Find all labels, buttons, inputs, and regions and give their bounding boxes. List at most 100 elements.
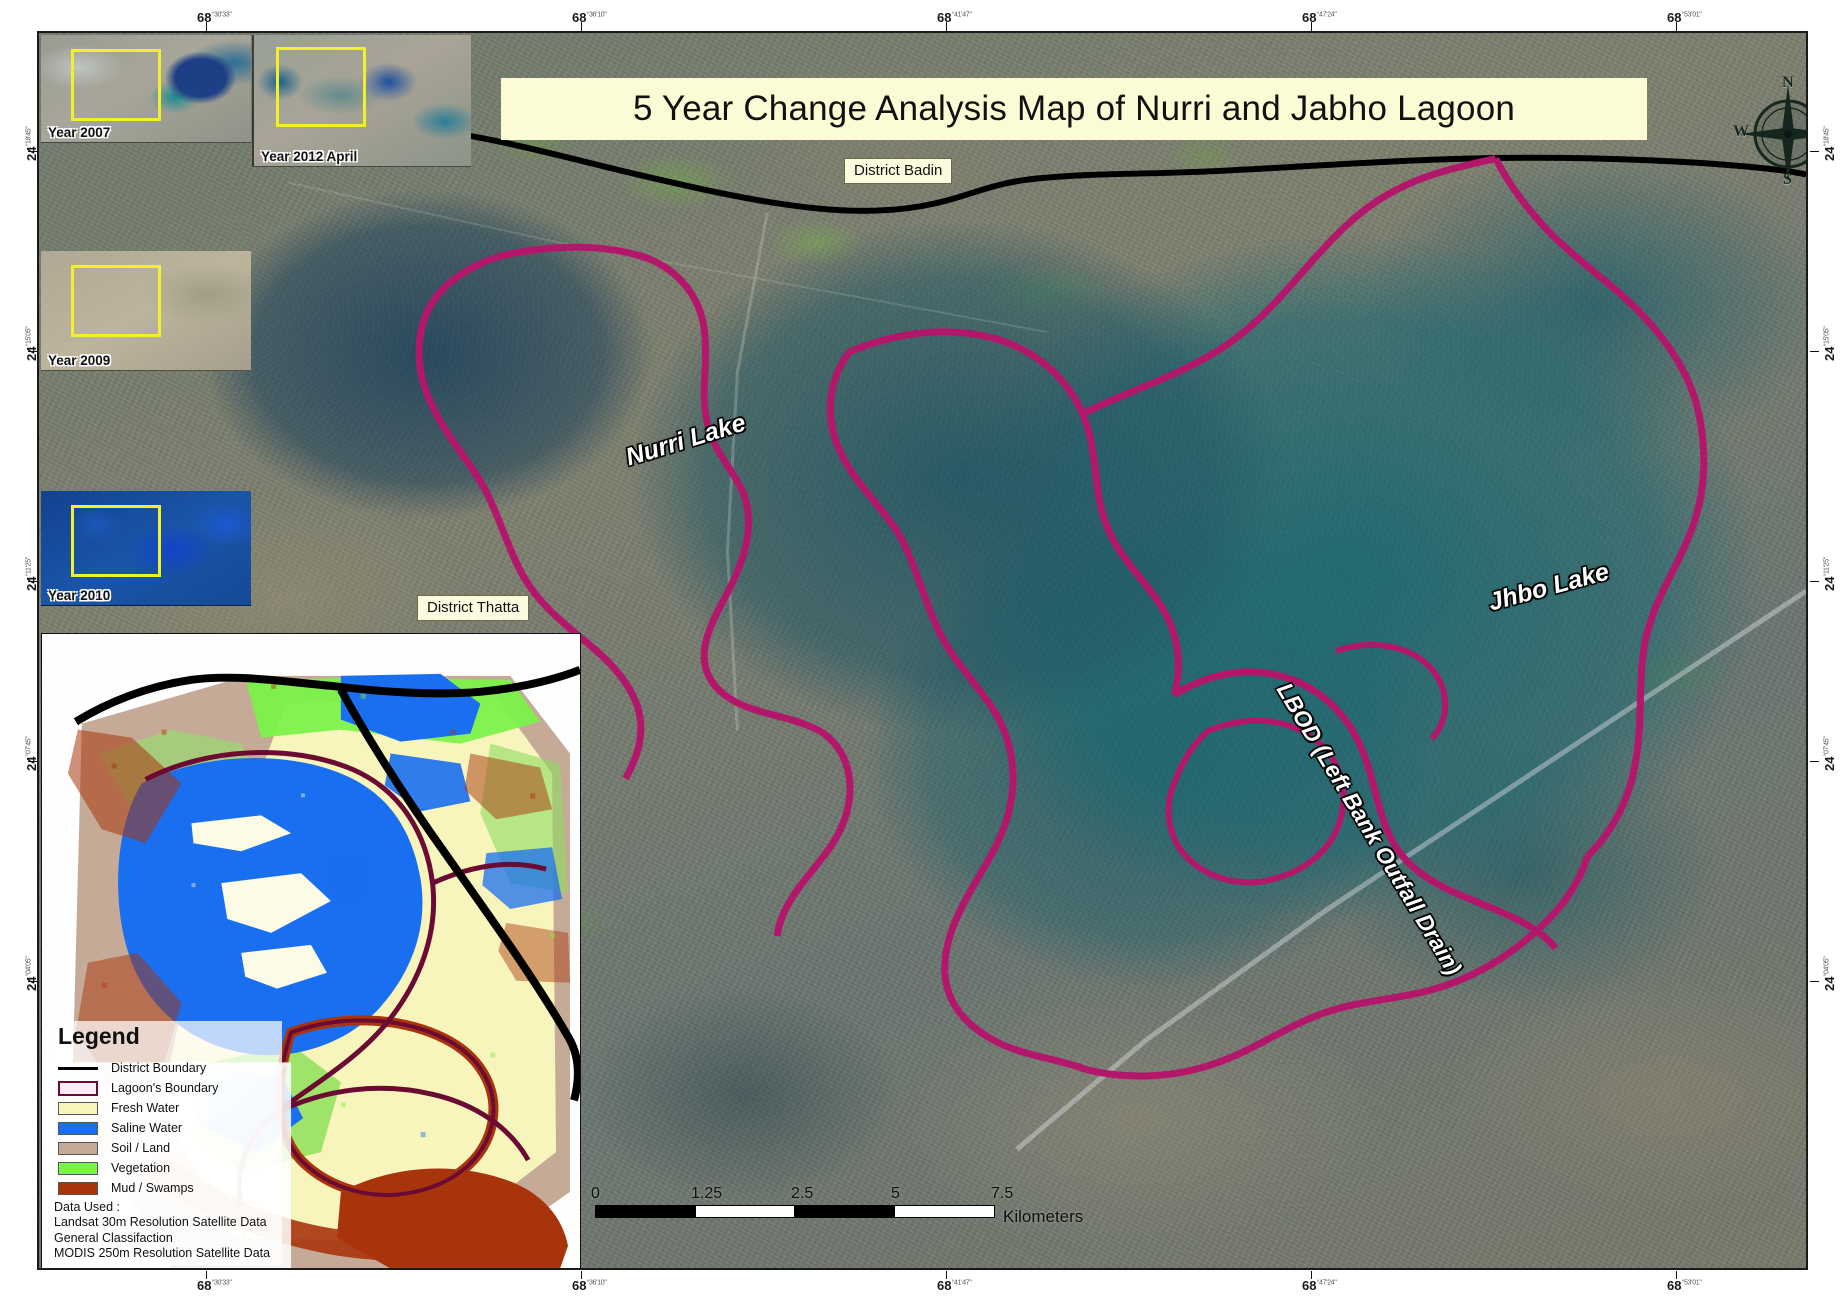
graticule-label-right-0: 24°18'45" [1822, 126, 1837, 161]
lagoon-boundary-nurri [415, 243, 854, 937]
year-thumbnail-2010[interactable]: Year 2010 [41, 491, 251, 606]
vector-overlay-layer [288, 127, 1806, 1152]
legend-label-5: Vegetation [111, 1161, 171, 1175]
inset-mud-patch-2 [498, 922, 571, 983]
legend-data-source: Data Used : Landsat 30m Resolution Satell… [54, 1200, 278, 1261]
inset-mud-patch-1 [464, 753, 553, 820]
graticule-label-bottom-3: 68°47'24" [1302, 1278, 1337, 1293]
legend-source-line-3: MODIS 250m Resolution Satellite Data [54, 1245, 271, 1260]
graticule-tick-right-3 [1810, 761, 1819, 762]
legend-panel: Legend District Boundary Lagoon's Boundar… [50, 1021, 282, 1265]
road-line-2 [288, 181, 1047, 334]
year-thumbnail-label: Year 2009 [48, 353, 111, 368]
lbod-canal-line [1015, 589, 1806, 1152]
legend-source-line-2: General Classifaction [54, 1230, 173, 1245]
aoi-highlight-box [71, 49, 161, 121]
legend-label-4: Soil / Land [111, 1141, 171, 1155]
inset-saline-water-patch-2 [318, 847, 377, 907]
compass-north-label: N [1782, 74, 1794, 91]
lagoon-boundary-internal-1 [1165, 717, 1347, 886]
graticule-tick-left-3 [28, 761, 37, 762]
legend-item-1: Lagoon's Boundary [54, 1079, 278, 1097]
graticule-label-right-2: 24°11'25" [1822, 556, 1837, 591]
year-thumbnail-label: Year 2010 [48, 588, 111, 603]
inset-mud-ribbon [145, 1152, 519, 1261]
year-thumbnail-2012-april[interactable]: Year 2012 April [252, 35, 471, 167]
legend-swatch-1 [58, 1080, 98, 1096]
legend-swatch-4 [58, 1141, 98, 1155]
graticule-tick-left-0 [28, 151, 37, 152]
graticule-tick-top-3 [1311, 22, 1312, 31]
graticule-tick-left-1 [28, 351, 37, 352]
legend-item-4: Soil / Land [54, 1139, 278, 1157]
scale-bar-tick-4: 7.5 [991, 1185, 1014, 1202]
legend-swatch-5 [58, 1161, 98, 1175]
aoi-highlight-box [71, 265, 161, 337]
legend-label-3: Saline Water [111, 1121, 183, 1135]
graticule-tick-right-4 [1810, 981, 1819, 982]
compass-rose-icon [1739, 85, 1806, 183]
year-thumbnail-2009[interactable]: Year 2009 [41, 251, 251, 371]
inset-fresh-sliver-2 [221, 873, 331, 933]
graticule-tick-top-2 [946, 22, 947, 31]
legend-swatch-2 [58, 1101, 98, 1115]
scale-bar-tick-1: 1.25 [691, 1185, 723, 1202]
graticule-label-bottom-2: 68°41'47" [937, 1278, 972, 1293]
inset-district-boundary-2 [337, 687, 580, 1102]
graticule-tick-bottom-0 [206, 1271, 207, 1279]
aoi-highlight-box [276, 47, 366, 127]
legend-source-line-0: Data Used : [54, 1200, 121, 1214]
scale-bar-tick-labels: 0 1.25 2.5 5 7.5 [591, 1185, 1045, 1205]
year-thumbnail-2007[interactable]: Year 2007 [41, 35, 251, 143]
graticule-tick-right-1 [1810, 351, 1819, 352]
legend-item-0: District Boundary [54, 1059, 278, 1077]
graticule-tick-left-2 [28, 581, 37, 582]
scale-bar-tick-3: 5 [891, 1185, 900, 1202]
scale-bar-graphic [595, 1205, 995, 1218]
graticule-label-top-2: 68°41'47" [937, 10, 972, 25]
graticule-tick-top-0 [206, 22, 207, 31]
graticule-label-top-4: 68°53'01" [1667, 10, 1702, 25]
graticule-tick-bottom-4 [1676, 1271, 1677, 1279]
compass-south-label: S [1783, 171, 1792, 188]
lagoon-boundary-internal-2 [1335, 641, 1449, 741]
legend-item-6: Mud / Swamps [54, 1179, 278, 1197]
label-district-badin: District Badin [844, 158, 953, 184]
scale-bar: 0 1.25 2.5 5 7.5 Kilometers [591, 1185, 1083, 1226]
lagoon-boundary-east [1085, 668, 1591, 1080]
legend-swatch-0 [58, 1066, 98, 1070]
year-thumbnail-strip: Year 2007 Year 2012 April Year 2009 Year… [41, 35, 471, 1101]
scale-bar-unit-label: Kilometers [1003, 1207, 1084, 1226]
graticule-tick-bottom-1 [581, 1271, 582, 1279]
graticule-label-right-3: 24°07'45" [1822, 736, 1837, 771]
label-district-thatta: District Thatta [417, 595, 530, 621]
inset-mud-band-1 [67, 729, 182, 844]
legend-item-2: Fresh Water [54, 1099, 278, 1117]
legend-source-line-1: Landsat 30m Resolution Satellite Data [54, 1215, 267, 1230]
legend-item-5: Vegetation [54, 1159, 278, 1177]
inset-fresh-sliver-3 [241, 944, 327, 989]
graticule-tick-right-0 [1810, 151, 1819, 152]
graticule-label-bottom-1: 68°36'10" [572, 1278, 607, 1293]
scale-bar-tick-2: 2.5 [791, 1185, 814, 1202]
legend-item-3: Saline Water [54, 1119, 278, 1137]
page-title: 5 Year Change Analysis Map of Nurri and … [501, 78, 1647, 140]
graticule-label-bottom-4: 68°53'01" [1667, 1278, 1702, 1293]
graticule-tick-left-4 [28, 981, 37, 982]
legend-title: Legend [58, 1023, 140, 1049]
compass-west-label: W [1733, 123, 1749, 140]
lagoon-boundary-northeast [1081, 155, 1708, 859]
year-thumbnail-label: Year 2012 April [261, 149, 358, 164]
graticule-label-right-4: 24°04'05" [1822, 956, 1837, 991]
graticule-tick-bottom-3 [1311, 1271, 1312, 1279]
inset-lagoon-boundary-3 [277, 1018, 496, 1197]
legend-label-2: Fresh Water [111, 1101, 180, 1115]
compass-rose: N S E W [1729, 74, 1806, 193]
graticule-label-top-3: 68°47'24" [1302, 10, 1337, 25]
map-frame[interactable]: 5 Year Change Analysis Map of Nurri and … [37, 31, 1808, 1270]
classified-inset-map[interactable]: Legend District Boundary Lagoon's Boundar… [41, 633, 581, 1268]
graticule-tick-right-2 [1810, 581, 1819, 582]
lagoon-boundary-jhbo [826, 328, 1182, 1073]
graticule-label-right-1: 24°15'05" [1822, 326, 1837, 361]
road-line-1 [725, 212, 769, 731]
